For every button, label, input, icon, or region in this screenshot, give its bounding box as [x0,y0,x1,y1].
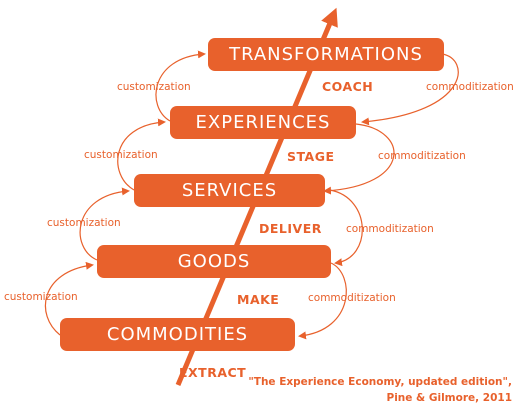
customization-arrow-3 [117,118,166,191]
verb-stage: STAGE [287,149,335,164]
customization-arrow-1 [45,261,94,336]
level-services: SERVICES [134,174,325,207]
commoditization-label-1: commoditization [426,81,514,93]
customization-label-3: customization [47,217,121,229]
customization-label-2: customization [84,149,158,161]
commoditization-label-3: commoditization [346,223,434,235]
level-goods: GOODS [97,245,331,278]
commoditization-arrow-4 [298,262,347,340]
customization-arrow-4 [155,50,206,122]
level-transformations: TRANSFORMATIONS [208,38,444,71]
customization-arrow-2 [79,187,130,261]
level-experiences: EXPERIENCES [170,106,356,139]
citation-line-2: Pine & Gilmore, 2011 [386,392,513,404]
level-commodities: COMMODITIES [60,318,295,351]
verb-coach: COACH [322,79,374,94]
verb-deliver: DELIVER [259,221,322,236]
commoditization-label-2: commoditization [378,150,466,162]
commoditization-arrow-3 [329,189,363,267]
commoditization-arrow-1 [361,53,459,126]
commoditization-label-4: commoditization [308,292,396,304]
verb-make: MAKE [237,292,280,307]
verb-extract: EXTRACT [179,365,247,380]
commoditization-arrow-2 [323,123,395,195]
customization-label-4: customization [4,291,78,303]
customization-label-1: customization [117,81,191,93]
citation-line-1: "The Experience Economy, updated edition… [248,376,512,388]
